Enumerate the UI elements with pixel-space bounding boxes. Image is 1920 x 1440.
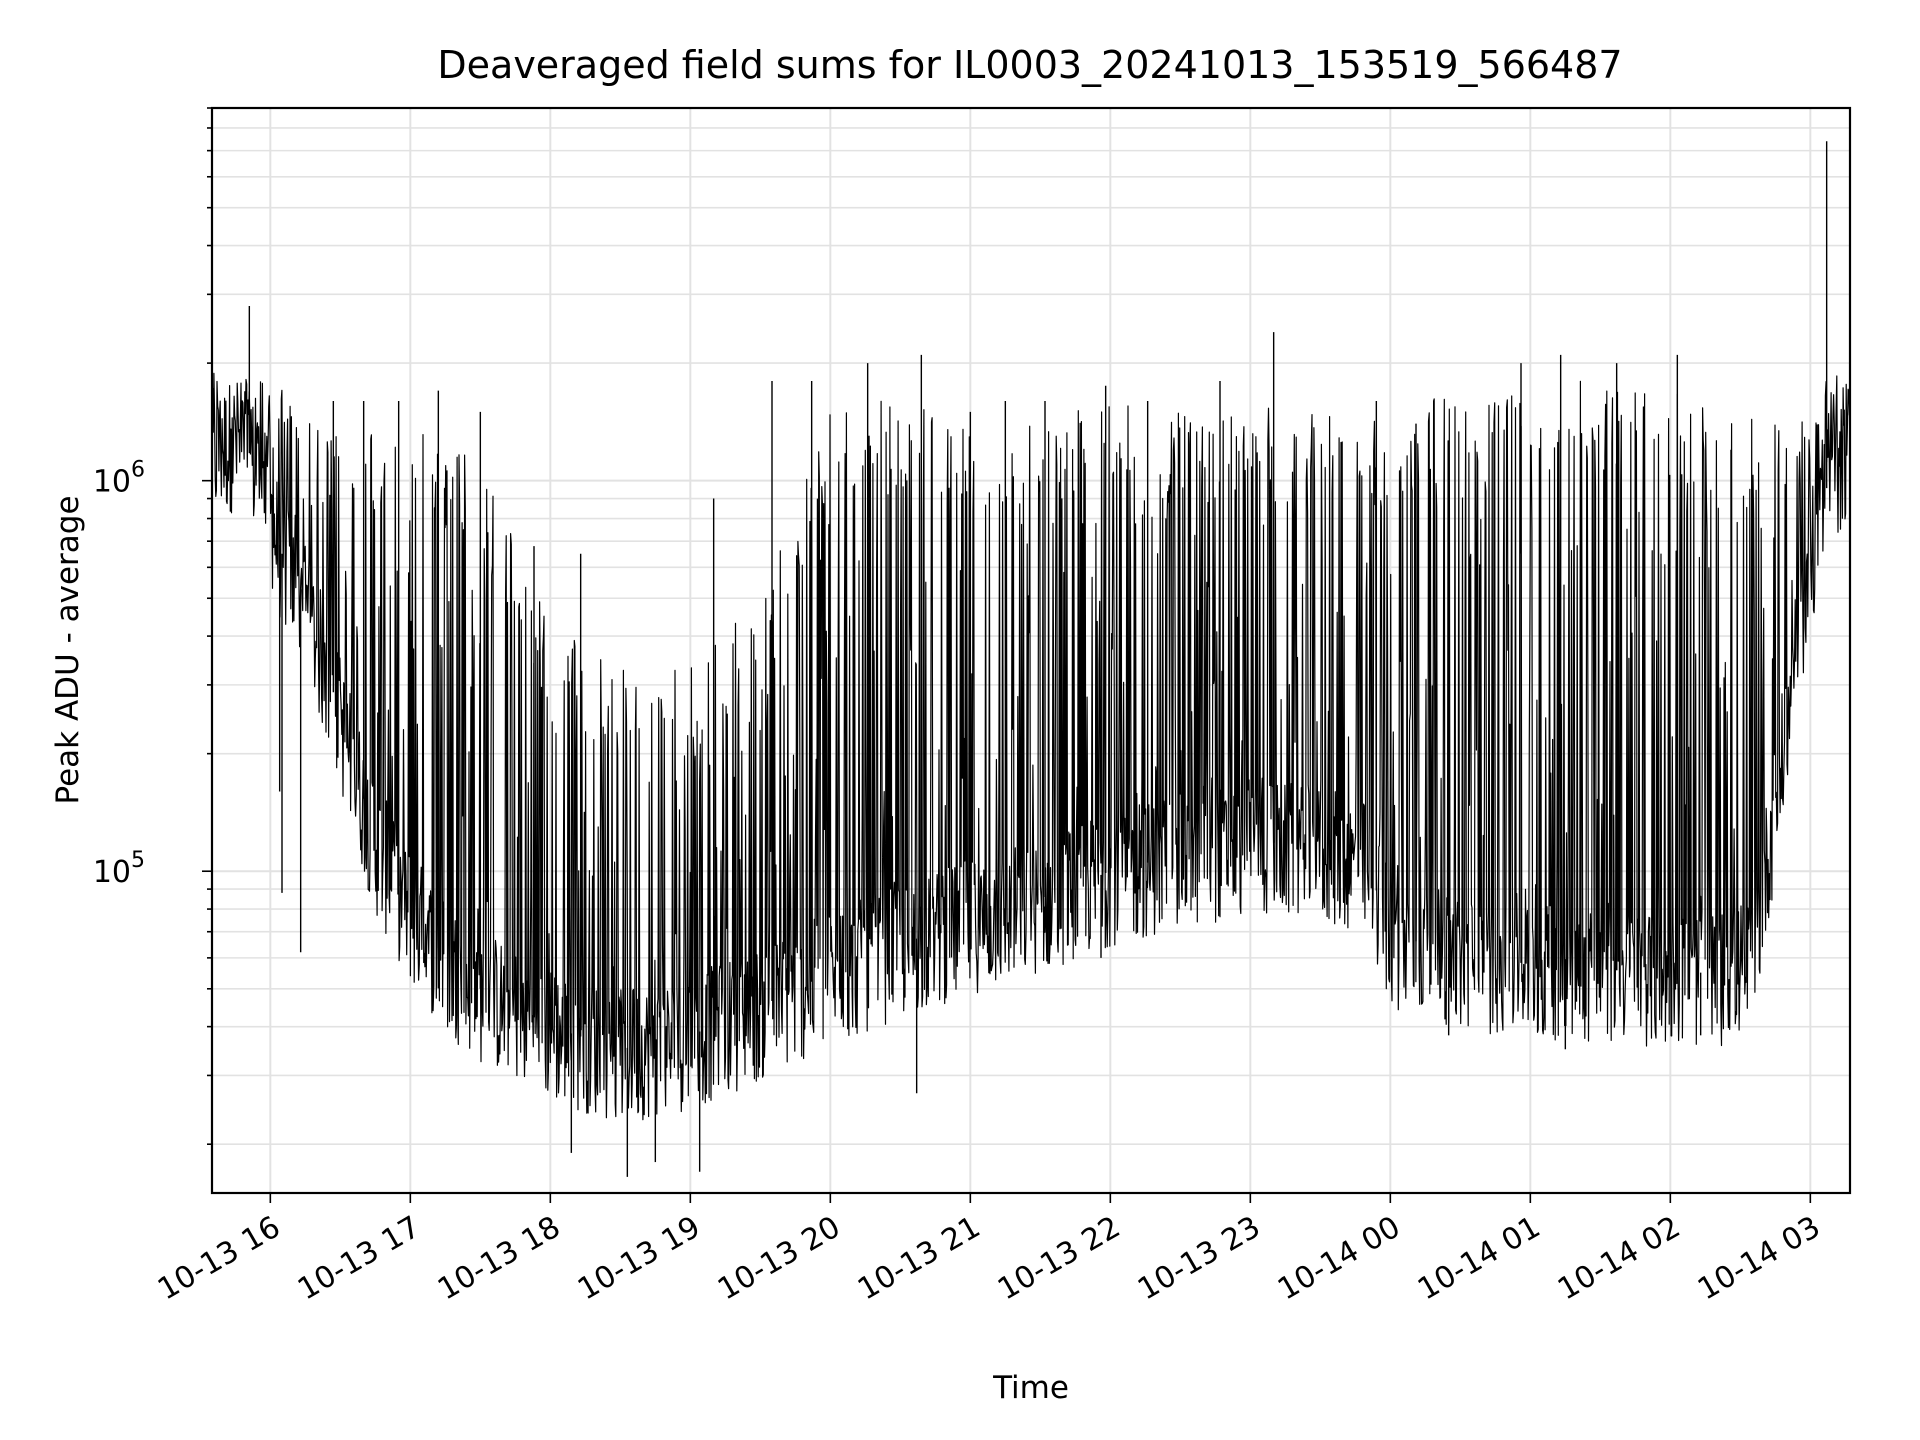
data-line [212, 372, 1850, 1121]
plot-frame [210, 106, 1852, 1195]
y-tick-label: 106 [93, 458, 145, 500]
y-axis-label: Peak ADU - average [50, 495, 86, 804]
y-tick-label: 105 [93, 848, 145, 890]
series-group [212, 141, 1850, 1177]
x-axis-label: Time [992, 1370, 1069, 1406]
chart-title: Deaveraged field sums for IL0003_2024101… [437, 43, 1622, 87]
y-axis: 105 106 [93, 107, 212, 1146]
